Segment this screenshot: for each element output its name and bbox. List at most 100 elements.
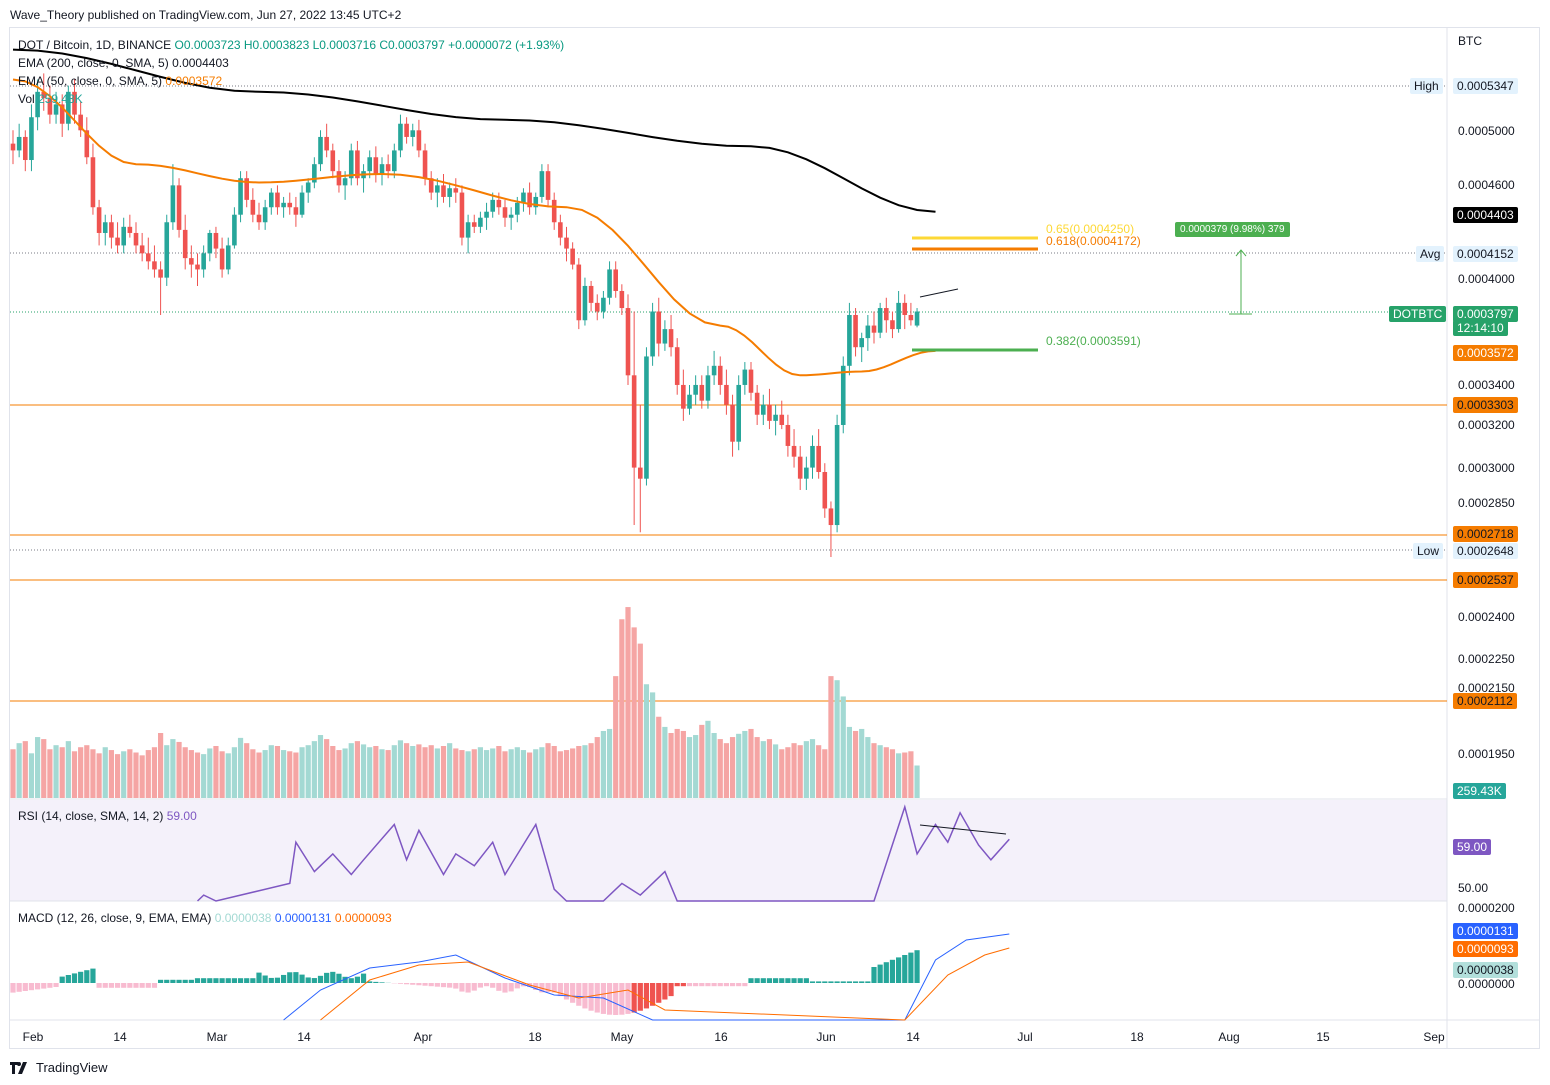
candle-body [533, 196, 539, 208]
candle-body [373, 157, 379, 174]
volume-bar [527, 752, 533, 798]
x-tick-label: Mar [206, 1030, 228, 1044]
macd-histogram-bar [643, 983, 650, 1009]
candle-body [810, 445, 815, 468]
macd-histogram-bar [262, 975, 268, 983]
macd-histogram-bar [619, 983, 625, 1015]
volume-bar [637, 643, 643, 798]
volume-bar [428, 745, 434, 798]
macd-histogram-bar [668, 983, 674, 997]
x-tick-label: 14 [113, 1030, 127, 1044]
footer[interactable]: TradingView [10, 1060, 108, 1075]
candle-body [576, 264, 582, 321]
macd-tag: 0.0000131 [1453, 923, 1518, 939]
macd-histogram-bar [299, 974, 305, 983]
macd-histogram-bar [360, 973, 367, 983]
macd-histogram-bar [570, 983, 576, 1003]
macd-histogram-bar [96, 983, 102, 988]
candle-body [312, 164, 317, 183]
ema200-value: 0.0004403 [172, 56, 229, 70]
macd-histogram-bar [723, 983, 729, 987]
candle-body [72, 91, 77, 115]
volume-bar [496, 746, 502, 798]
volume-bar [760, 741, 766, 798]
volume-bar [71, 751, 78, 798]
candle-body [453, 188, 459, 193]
volume-bar [902, 752, 908, 798]
candle-body [478, 217, 483, 227]
macd-histogram-bar [477, 983, 483, 988]
macd-histogram-bar [336, 973, 342, 983]
candle-body [170, 185, 176, 223]
macd-line [283, 933, 1010, 1021]
volume-bar [225, 753, 231, 798]
macd-layer [10, 933, 1010, 1021]
macd-histogram-bar [47, 983, 53, 988]
volume-bar [693, 735, 699, 798]
macd-histogram-bar [576, 983, 582, 1006]
level-tag: 0.0002112 [1453, 693, 1517, 709]
axis-currency: BTC [1458, 34, 1482, 48]
x-tick-label: Feb [22, 1030, 44, 1044]
macd-histogram-bar [834, 981, 840, 983]
macd-histogram-bar [416, 983, 422, 986]
volume-bar [699, 724, 705, 798]
candle-body [730, 404, 735, 442]
drawings-layer [912, 236, 1252, 352]
macd-histogram-bar [490, 983, 496, 988]
volume-bar [336, 750, 342, 798]
ma-layer [12, 48, 936, 377]
macd-histogram-bar [201, 978, 207, 983]
candle-body [890, 320, 895, 330]
candle-body [465, 222, 471, 238]
candle-body [189, 258, 194, 265]
volume-bar [754, 737, 760, 798]
candle-body [496, 199, 502, 208]
ema50-label: EMA (50, close, 0, SMA, 5) [18, 74, 163, 88]
macd-histogram-bar [514, 983, 520, 989]
macd-histogram-bar [760, 978, 766, 983]
macd-histogram-bar [766, 978, 773, 983]
volume-bar [342, 748, 348, 798]
volume-bar [311, 741, 317, 798]
macd-histogram-bar [779, 978, 785, 983]
candle-body [459, 192, 465, 238]
candle-body [41, 91, 47, 99]
rsi-layer [196, 804, 1010, 902]
candle-body [871, 325, 877, 333]
x-tick-label: Jun [816, 1030, 836, 1044]
candle-body [78, 114, 83, 131]
volume-bar [244, 743, 250, 798]
macd-histogram-bar [650, 983, 656, 1006]
volume-bar [434, 748, 440, 798]
volume-bar [53, 745, 59, 798]
volume-bar [114, 754, 121, 798]
candle-body [435, 185, 440, 193]
volume-bar [47, 749, 53, 798]
candle-body [564, 237, 569, 249]
rsi-legend: RSI (14, close, SMA, 14, 2) 59.00 [18, 809, 197, 823]
macd-histogram-bar [508, 983, 514, 992]
volume-bar [809, 739, 816, 798]
volume-bar [717, 739, 723, 798]
macd-histogram-bar [71, 973, 78, 983]
macd-histogram-bar [846, 981, 852, 983]
volume-bar [779, 749, 785, 798]
candle-body [834, 424, 840, 526]
candle-body [16, 136, 22, 151]
macd-histogram-bar [551, 983, 557, 993]
volume-bar [121, 751, 127, 798]
candle-body [207, 232, 213, 254]
candle-body [705, 375, 711, 401]
macd-histogram-bar [22, 983, 28, 991]
candle-body [121, 226, 126, 246]
volume-tag: 259.43K [1453, 783, 1506, 799]
candle-body [96, 207, 102, 233]
macd-histogram-bar [428, 983, 434, 987]
level-tag: 0.0003303 [1453, 397, 1518, 413]
macd-histogram-bar [773, 978, 779, 983]
volume-bar [459, 750, 465, 798]
macd-histogram-bar [656, 983, 662, 1003]
macd-histogram-bar [274, 977, 281, 983]
